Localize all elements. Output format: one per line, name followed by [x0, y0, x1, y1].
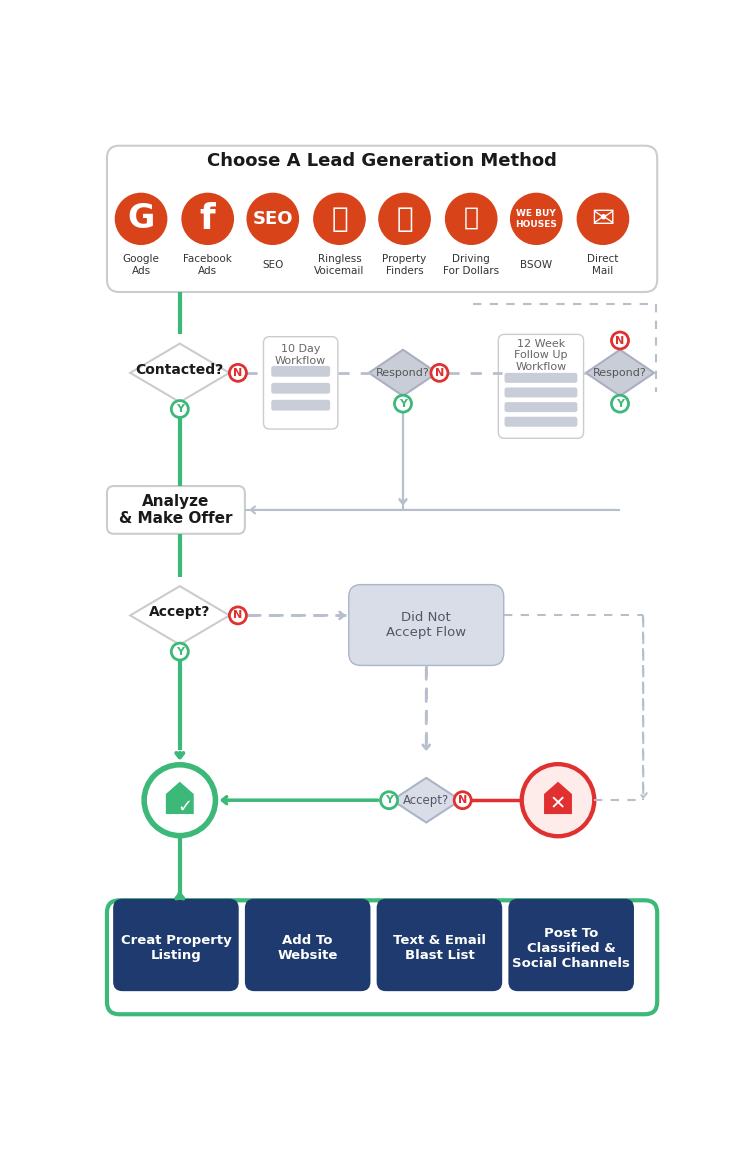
Circle shape	[229, 365, 246, 382]
Text: Direct
Mail: Direct Mail	[587, 254, 619, 276]
Text: Google
Ads: Google Ads	[123, 254, 159, 276]
FancyBboxPatch shape	[272, 366, 330, 377]
Text: 🚗: 🚗	[464, 206, 478, 229]
Circle shape	[380, 791, 397, 808]
FancyBboxPatch shape	[245, 899, 371, 991]
Text: 📞: 📞	[331, 205, 347, 232]
Text: 🔍: 🔍	[397, 205, 413, 232]
Text: Y: Y	[399, 399, 407, 408]
Text: Text & Email
Blast List: Text & Email Blast List	[393, 934, 486, 963]
Text: G: G	[127, 202, 155, 236]
FancyBboxPatch shape	[498, 335, 583, 438]
FancyBboxPatch shape	[504, 388, 577, 398]
Text: BSOW: BSOW	[520, 260, 552, 270]
Text: SEO: SEO	[252, 209, 293, 228]
Text: Did Not
Accept Flow: Did Not Accept Flow	[386, 611, 466, 638]
Circle shape	[171, 643, 188, 660]
Text: Driving
For Dollars: Driving For Dollars	[443, 254, 499, 276]
FancyBboxPatch shape	[113, 899, 239, 991]
Text: Ringless
Voicemail: Ringless Voicemail	[314, 254, 365, 276]
Polygon shape	[369, 350, 437, 396]
Text: Accept?: Accept?	[403, 793, 449, 806]
Text: Accept?: Accept?	[149, 605, 211, 620]
Text: 12 Week
Follow Up
Workflow: 12 Week Follow Up Workflow	[514, 338, 568, 371]
FancyBboxPatch shape	[376, 899, 502, 991]
FancyBboxPatch shape	[504, 416, 577, 427]
Text: N: N	[234, 368, 243, 378]
Text: Y: Y	[385, 795, 393, 805]
Text: ✕: ✕	[550, 795, 566, 813]
Text: Add To
Website: Add To Website	[278, 934, 338, 963]
Text: Post To
Classified &
Social Channels: Post To Classified & Social Channels	[512, 927, 630, 969]
FancyBboxPatch shape	[107, 146, 657, 292]
Text: Facebook
Ads: Facebook Ads	[183, 254, 232, 276]
Text: N: N	[615, 336, 625, 345]
Circle shape	[144, 765, 216, 836]
FancyBboxPatch shape	[508, 899, 634, 991]
Text: ✓: ✓	[177, 797, 192, 815]
Circle shape	[524, 766, 592, 834]
Circle shape	[394, 396, 411, 412]
FancyBboxPatch shape	[107, 900, 657, 1014]
Text: N: N	[458, 795, 467, 805]
Circle shape	[313, 193, 366, 245]
Text: Y: Y	[176, 404, 184, 414]
FancyBboxPatch shape	[349, 584, 504, 666]
Text: Respond?: Respond?	[593, 368, 647, 378]
Polygon shape	[130, 344, 229, 402]
Text: SEO: SEO	[262, 260, 283, 270]
Text: WE BUY
HOUSES: WE BUY HOUSES	[516, 209, 557, 229]
Text: Y: Y	[176, 646, 184, 657]
Circle shape	[378, 193, 431, 245]
Text: 10 Day
Workflow: 10 Day Workflow	[275, 344, 327, 366]
Text: Respond?: Respond?	[376, 368, 430, 378]
Text: Y: Y	[616, 399, 624, 408]
Text: N: N	[234, 611, 243, 620]
Circle shape	[115, 193, 167, 245]
Circle shape	[454, 791, 471, 808]
Circle shape	[246, 193, 299, 245]
Circle shape	[612, 332, 629, 348]
Circle shape	[171, 400, 188, 417]
Polygon shape	[130, 586, 229, 645]
Circle shape	[510, 193, 562, 245]
Circle shape	[431, 365, 448, 382]
Text: Analyze
& Make Offer: Analyze & Make Offer	[119, 493, 233, 526]
Polygon shape	[544, 782, 572, 814]
Text: f: f	[200, 202, 216, 236]
Circle shape	[612, 396, 629, 412]
FancyBboxPatch shape	[263, 337, 338, 429]
Circle shape	[577, 193, 629, 245]
Polygon shape	[392, 777, 461, 822]
Circle shape	[182, 193, 234, 245]
Text: Creat Property
Listing: Creat Property Listing	[121, 934, 231, 963]
FancyBboxPatch shape	[504, 402, 577, 412]
Text: ✉: ✉	[591, 205, 615, 232]
Polygon shape	[166, 782, 193, 814]
Text: Choose A Lead Generation Method: Choose A Lead Generation Method	[207, 152, 557, 170]
FancyBboxPatch shape	[107, 486, 245, 534]
Text: Contacted?: Contacted?	[135, 362, 224, 377]
Polygon shape	[586, 350, 654, 396]
Circle shape	[229, 607, 246, 623]
Text: N: N	[434, 368, 444, 378]
FancyBboxPatch shape	[272, 400, 330, 411]
Circle shape	[522, 765, 594, 836]
Circle shape	[445, 193, 498, 245]
Text: Property
Finders: Property Finders	[382, 254, 426, 276]
FancyBboxPatch shape	[272, 383, 330, 393]
FancyBboxPatch shape	[504, 373, 577, 383]
